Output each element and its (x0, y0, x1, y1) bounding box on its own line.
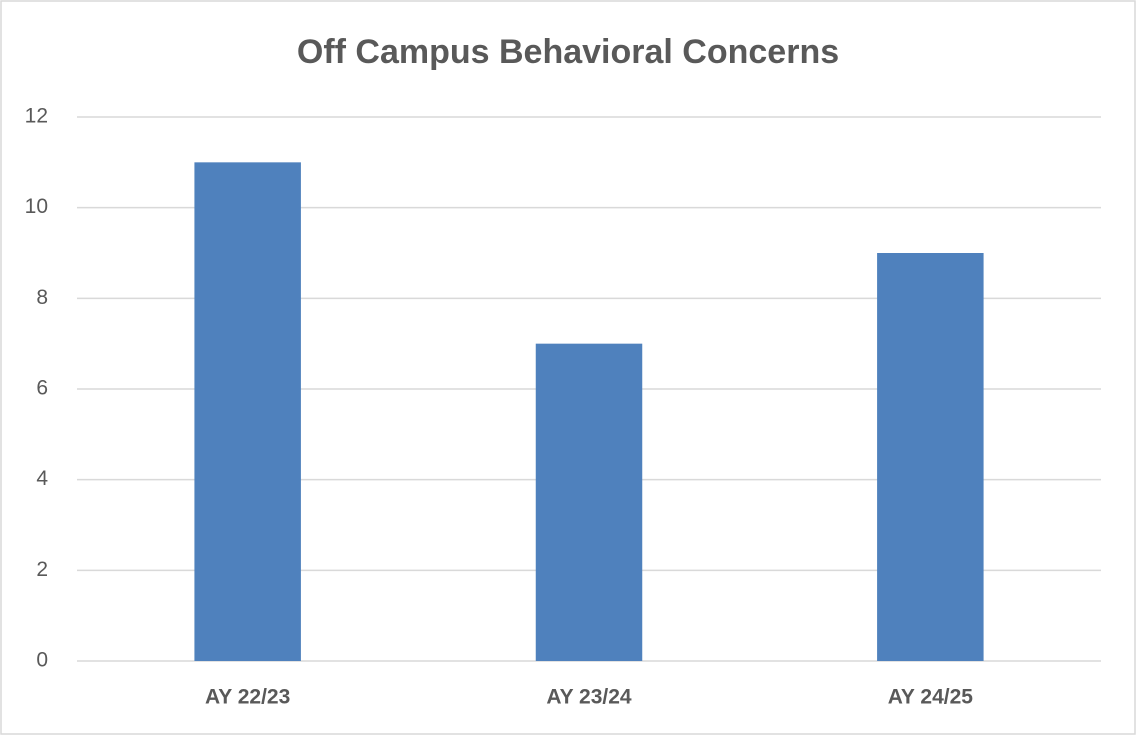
x-tick-label: AY 22/23 (205, 686, 290, 709)
y-tick-label: 8 (36, 286, 48, 309)
y-tick-label: 10 (25, 195, 48, 218)
y-tick-label: 4 (36, 467, 48, 490)
bar (877, 253, 984, 661)
y-tick-label: 6 (36, 377, 48, 400)
bar (194, 162, 301, 662)
y-tick-label: 12 (25, 105, 48, 128)
chart-title: Off Campus Behavioral Concerns (297, 33, 839, 71)
bar (535, 343, 643, 661)
x-tick-label: AY 24/25 (888, 686, 974, 709)
x-tick-label: AY 23/24 (546, 686, 632, 709)
y-tick-label: 0 (36, 649, 48, 672)
y-tick-label: 2 (36, 558, 48, 581)
